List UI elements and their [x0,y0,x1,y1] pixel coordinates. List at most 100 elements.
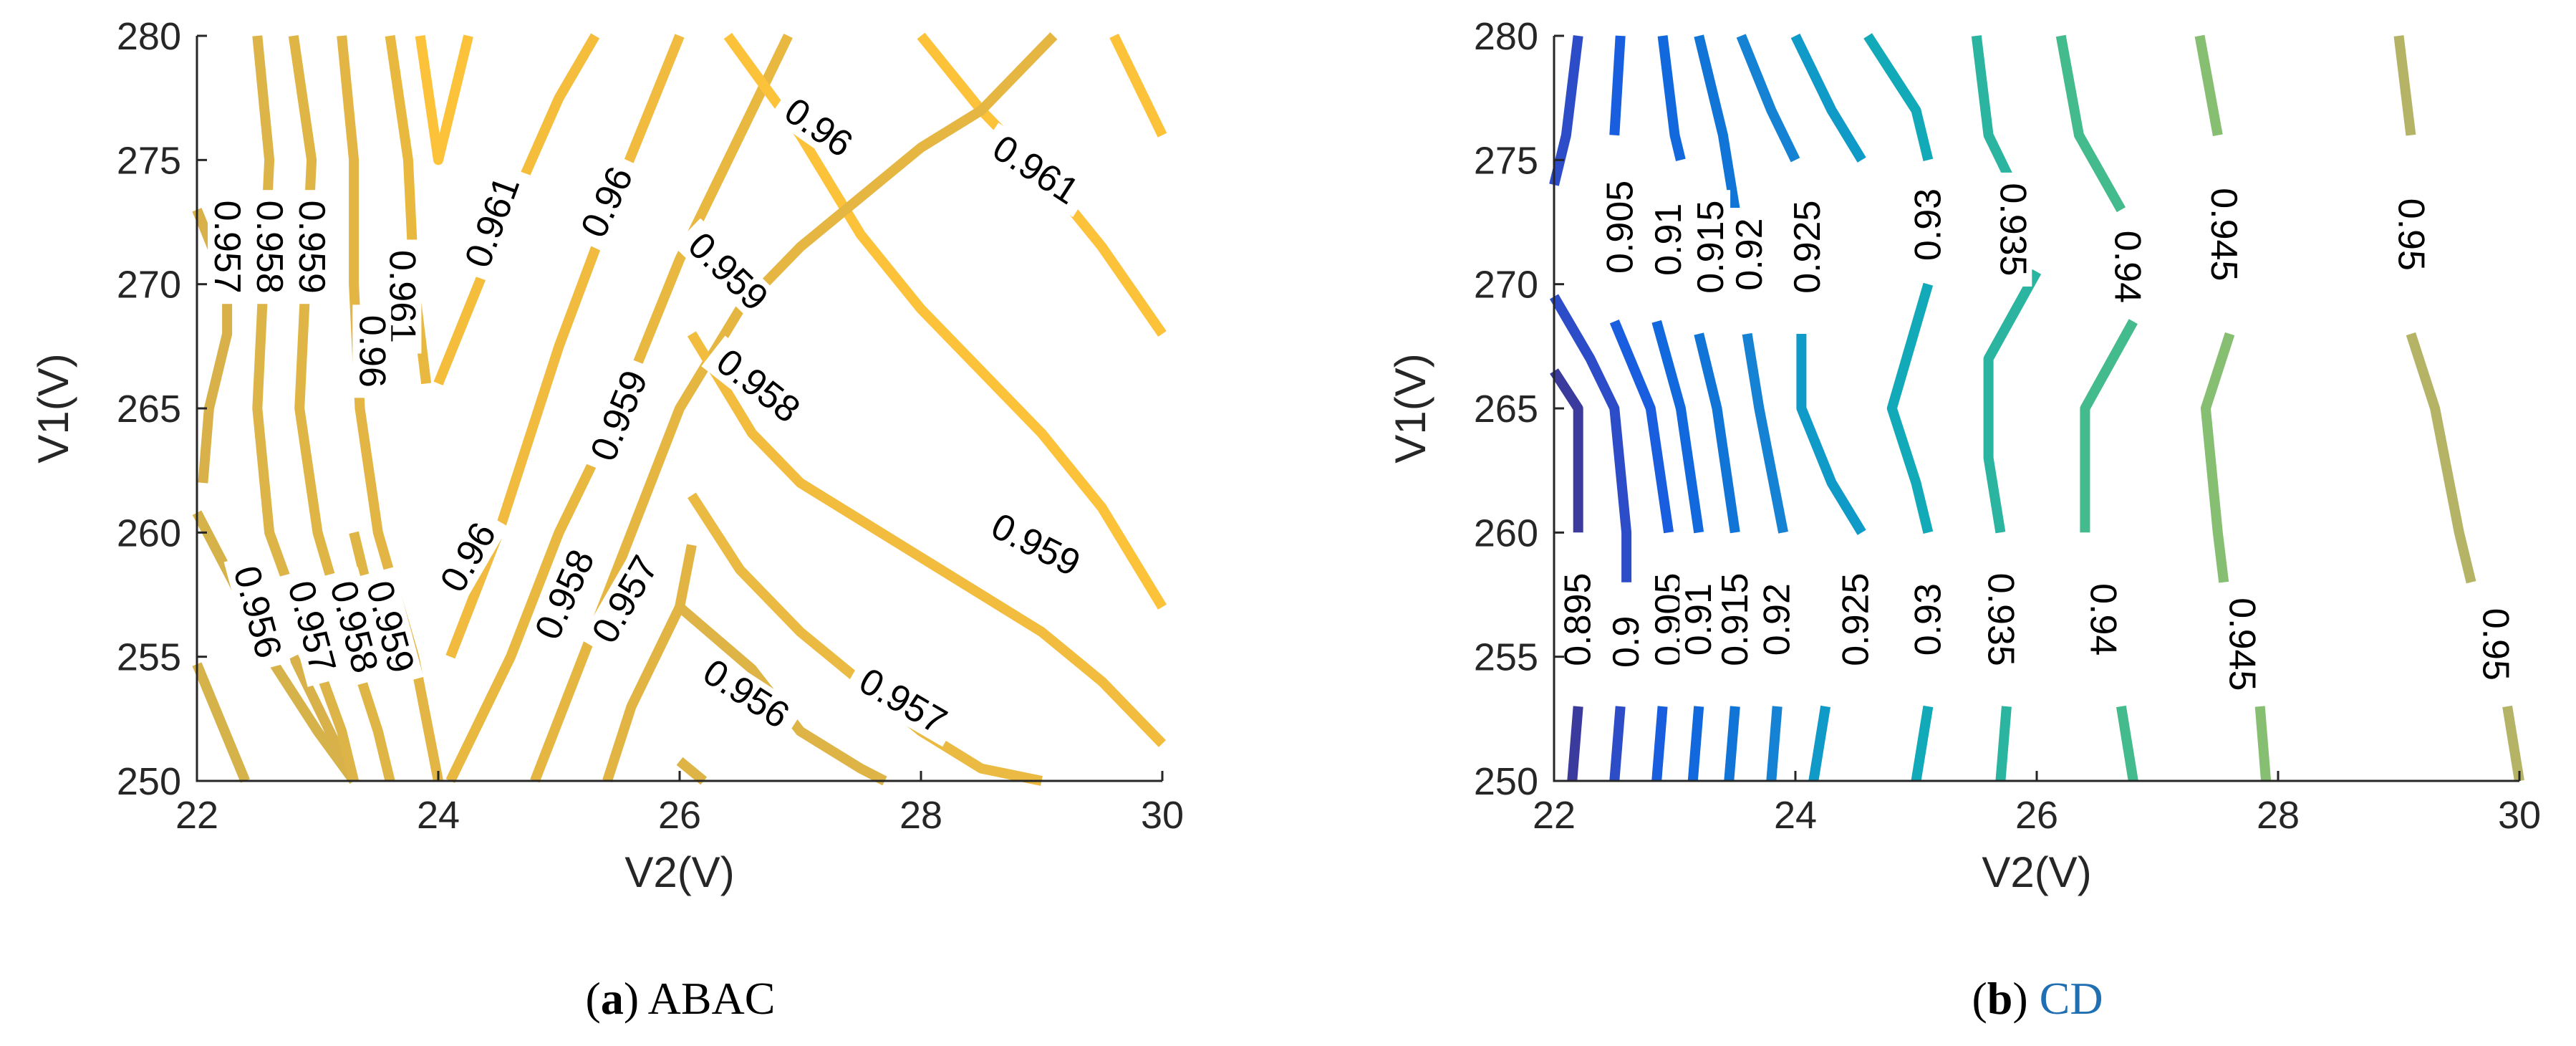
contour-line-0.915 [1694,332,1740,534]
contour-label-bg [2391,188,2431,282]
contour-label: 0.91 [1648,203,1689,276]
contour-label: 0.959 [985,505,1086,585]
contour-label-bg [976,502,1096,588]
contour-label-bg [1607,605,1646,678]
contour-label-bg [1601,170,1640,284]
contour-label-group: 0.96 [569,151,645,253]
contour-label-bg [320,567,387,687]
contour-line-0.91 [1657,35,1686,161]
contour-line-0.895 [1567,706,1583,782]
contour-line-0.956 [676,757,708,785]
panel-caption: (a) ABAC [586,973,776,1024]
contour-label-bg [688,646,805,742]
contour-label: 0.925 [1835,573,1876,666]
contour-label-bg [2204,177,2244,292]
contour-label: 0.957 [852,660,954,742]
contour-label-group: 0.93 [1907,572,1949,666]
caption-text[interactable]: CD [2040,973,2103,1024]
contour-label-group: 0.91 [1648,193,1689,287]
contour-label-bg [382,239,422,354]
contour-label-group: 0.945 [2221,587,2262,701]
contour-label-bg [579,355,659,476]
contour-label-bg [1788,190,1827,304]
contour-label-bg [673,218,783,325]
contour-label: 0.91 [1678,583,1719,656]
contour-line-0.93 [1863,33,1934,161]
x-tick-label: 30 [2498,794,2541,837]
contour-label-group: 0.961 [455,162,531,282]
contour-label: 0.915 [1690,201,1732,294]
contour-line-0.956 [192,662,250,783]
contour-label: 0.94 [2106,231,2148,303]
contour-line-0.959 [687,331,1167,747]
contour-label-bg [292,190,332,304]
y-tick-label: 280 [117,15,181,58]
y-tick-label: 250 [1474,760,1538,803]
contour-label-group: 0.92 [1757,572,1798,666]
y-tick-label: 275 [117,139,181,182]
contour-label-group: 0.895 [1558,562,1599,677]
x-axis-label: V2(V) [624,848,734,896]
contour-label-group: 0.96 [428,507,508,608]
y-tick-label: 270 [1474,264,1538,307]
caption-paren-close: ) [624,973,648,1024]
contour-label-bg [1679,572,1719,666]
contour-label-group: 0.957 [844,656,963,747]
x-axis-label: V2(V) [1982,848,2091,896]
contour-label: 0.925 [1787,201,1828,294]
contour-label: 0.93 [1907,583,1949,656]
contour-label-bg [1649,562,1689,677]
contour-line-0.9 [1549,294,1632,582]
contour-line-0.925 [1808,705,1831,782]
contour-line-0.895 [1550,368,1583,533]
contour-line-0.958 [530,32,1058,783]
contour-label-bg [352,304,392,398]
contour-label: 0.92 [1729,218,1770,290]
contour-label: 0.961 [985,127,1086,213]
caption-paren-open: ( [1972,973,1987,1024]
contour-label-group: 0.935 [1992,172,2033,287]
contour-label: 0.945 [2221,598,2262,691]
contour-label-group: 0.92 [1729,208,1770,302]
contour-line-0.915 [1694,34,1740,211]
x-tick-label: 22 [1533,794,1576,837]
contour-label-bg [977,123,1094,218]
caption-paren-open: ( [586,973,601,1024]
contour-label-bg [1692,190,1731,304]
contour-line-0.925 [1790,33,1866,163]
contour-line-0.959 [288,34,395,782]
contour-label-group: 0.95 [2474,598,2516,691]
contour-label-group: 0.93 [1907,178,1949,272]
contour-line-0.961 [433,33,600,385]
contour-label: 0.957 [206,201,248,294]
contour-label: 0.945 [2203,188,2244,281]
y-tick-label: 260 [117,512,181,555]
contour-label-group: 0.959 [579,355,659,476]
contour-label-bg [844,656,963,747]
y-tick-label: 260 [1474,512,1538,555]
contour-label: 0.92 [1757,583,1798,656]
contour-label-bg [250,190,289,304]
y-tick-label: 255 [117,636,181,679]
contour-line-0.95 [2502,705,2524,782]
contour-line-0.94 [2055,34,2126,213]
contour-line-0.945 [2194,34,2223,136]
contour-label: 0.961 [457,171,528,273]
contour-label-bg [223,552,291,673]
x-tick-label: 26 [658,794,701,837]
contour-label-bg [1649,193,1689,287]
contour-label-bg [1730,208,1769,302]
contour-label-bg [1993,172,2032,287]
contour-label: 0.95 [2474,608,2516,681]
contour-label-bg [356,567,424,687]
contour-label-group: 0.94 [2083,572,2124,666]
contour-label-group: 0.959 [976,502,1096,588]
contour-label-group: 0.961 [381,239,423,354]
contour-label-bg [455,162,531,282]
y-tick-label: 265 [117,388,181,431]
contour-label: 0.959 [583,365,657,466]
contour-line-0.961 [415,34,473,165]
